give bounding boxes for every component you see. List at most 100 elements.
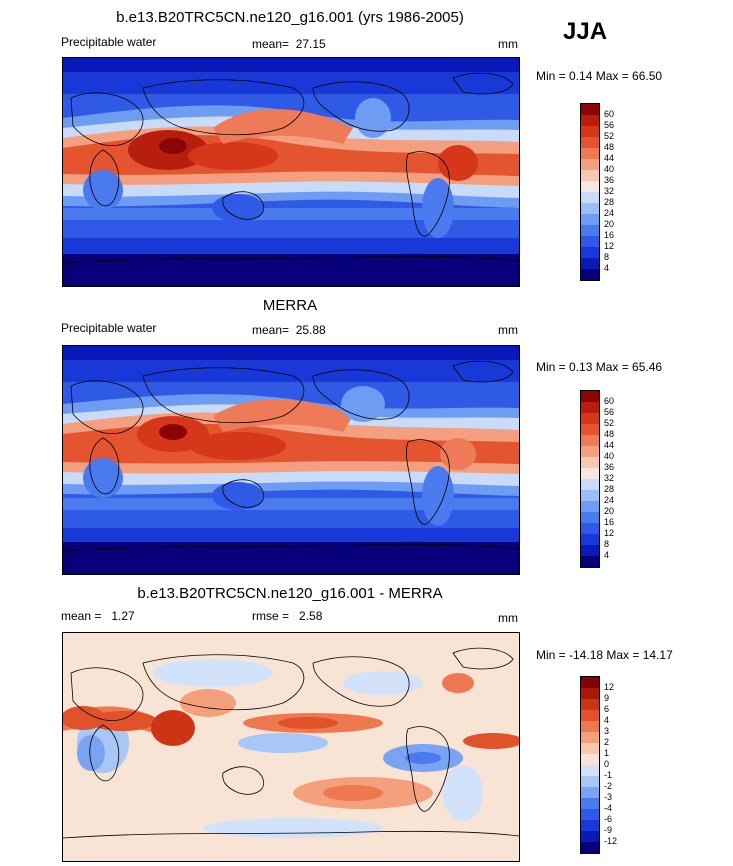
colorbar-segment	[581, 677, 599, 688]
panel2-mean-value: 25.88	[295, 323, 326, 337]
colorbar-tick-label: -12	[604, 836, 618, 846]
colorbar-tick-label: 60	[604, 109, 615, 119]
colorbar-segment	[581, 170, 599, 181]
colorbar-segment	[581, 721, 599, 732]
colorbar-tick-label: -2	[604, 781, 613, 791]
colorbar-tick-label: 0	[604, 759, 610, 769]
panel2-colorbar	[580, 390, 600, 568]
colorbar-tick-label: 16	[604, 230, 615, 240]
colorbar-segment	[581, 754, 599, 765]
colorbar-segment	[581, 710, 599, 721]
colorbar-segment	[581, 743, 599, 754]
colorbar-segment	[581, 512, 599, 523]
panel2-unit: mm	[498, 323, 518, 337]
colorbar-segment	[581, 457, 599, 468]
colorbar-segment	[581, 798, 599, 809]
colorbar-segment	[581, 468, 599, 479]
colorbar-segment	[581, 214, 599, 225]
panel1-colorbar	[580, 103, 600, 281]
colorbar-segment	[581, 402, 599, 413]
season-label: JJA	[563, 18, 608, 45]
colorbar-tick-label: 12	[604, 682, 615, 692]
panel3-rmse-value: 2.58	[299, 609, 323, 623]
colorbar-tick-label: 8	[604, 539, 610, 549]
colorbar-tick-label: 48	[604, 429, 615, 439]
colorbar-segment	[581, 413, 599, 424]
colorbar-tick-label: 4	[604, 715, 610, 725]
colorbar-segment	[581, 446, 599, 457]
colorbar-tick-label: 3	[604, 726, 610, 736]
colorbar-tick-label: 8	[604, 252, 610, 262]
panel1-unit: mm	[498, 37, 518, 51]
colorbar-segment	[581, 765, 599, 776]
colorbar-tick-label: 36	[604, 462, 615, 472]
colorbar-segment	[581, 820, 599, 831]
colorbar-tick-label: 56	[604, 120, 615, 130]
colorbar-segment	[581, 732, 599, 743]
colorbar-segment	[581, 236, 599, 247]
panel2-minmax: Min = 0.13 Max = 65.46	[536, 360, 663, 374]
panel1-mean-label: mean=	[252, 37, 290, 51]
colorbar-tick-label: 52	[604, 418, 615, 428]
colorbar-segment	[581, 247, 599, 258]
panel1-map-canvas	[63, 58, 519, 286]
colorbar-segment	[581, 424, 599, 435]
colorbar-tick-label: 40	[604, 451, 615, 461]
colorbar-segment	[581, 501, 599, 512]
colorbar-tick-label: 32	[604, 186, 615, 196]
colorbar-tick-label: 12	[604, 241, 615, 251]
colorbar-segment	[581, 809, 599, 820]
colorbar-tick-label: 56	[604, 407, 615, 417]
panel3-mean: mean = 1.27	[61, 609, 135, 623]
panel1-mean: mean= 27.15	[252, 37, 326, 51]
colorbar-segment	[581, 181, 599, 192]
panel2-variable-label: Precipitable water	[61, 321, 157, 335]
colorbar-tick-label: 28	[604, 197, 615, 207]
colorbar-tick-label: 40	[604, 164, 615, 174]
colorbar-segment	[581, 534, 599, 545]
panel1-map	[62, 57, 520, 287]
panel2-title: MERRA	[262, 297, 318, 314]
panel3-mean-label: mean =	[61, 609, 102, 623]
panel1-minmax: Min = 0.14 Max = 66.50	[536, 69, 663, 83]
panel3-map	[62, 632, 520, 862]
colorbar-tick-label: 20	[604, 506, 615, 516]
colorbar-tick-label: -1	[604, 770, 613, 780]
colorbar-segment	[581, 479, 599, 490]
colorbar-tick-label: 20	[604, 219, 615, 229]
colorbar-tick-label: 48	[604, 142, 615, 152]
colorbar-tick-label: 6	[604, 704, 610, 714]
colorbar-tick-label: 4	[604, 550, 610, 560]
colorbar-tick-label: 16	[604, 517, 615, 527]
colorbar-tick-label: 28	[604, 484, 615, 494]
colorbar-tick-label: 2	[604, 737, 610, 747]
colorbar-tick-label: -9	[604, 825, 613, 835]
colorbar-segment	[581, 258, 599, 269]
colorbar-tick-label: 4	[604, 263, 610, 273]
colorbar-tick-label: 24	[604, 208, 615, 218]
panel1-variable-label: Precipitable water	[61, 35, 157, 49]
colorbar-segment	[581, 787, 599, 798]
colorbar-tick-label: 9	[604, 693, 610, 703]
colorbar-segment	[581, 192, 599, 203]
colorbar-segment	[581, 490, 599, 501]
panel1-title: b.e13.B20TRC5CN.ne120_g16.001 (yrs 1986-…	[116, 9, 464, 26]
panel3-unit: mm	[498, 611, 518, 625]
colorbar-segment	[581, 556, 599, 567]
colorbar-segment	[581, 699, 599, 710]
colorbar-segment	[581, 104, 599, 115]
panel3-mean-value: 1.27	[111, 609, 135, 623]
panel1-mean-value: 27.15	[295, 37, 326, 51]
colorbar-segment	[581, 225, 599, 236]
colorbar-tick-label: 44	[604, 440, 615, 450]
colorbar-segment	[581, 842, 599, 853]
colorbar-tick-label: -4	[604, 803, 613, 813]
colorbar-tick-label: 44	[604, 153, 615, 163]
colorbar-segment	[581, 269, 599, 280]
colorbar-segment	[581, 126, 599, 137]
panel3-rmse: rmse = 2.58	[252, 609, 322, 623]
colorbar-segment	[581, 523, 599, 534]
panel3-rmse-label: rmse =	[252, 609, 290, 623]
colorbar-segment	[581, 148, 599, 159]
panel2-map	[62, 345, 520, 575]
